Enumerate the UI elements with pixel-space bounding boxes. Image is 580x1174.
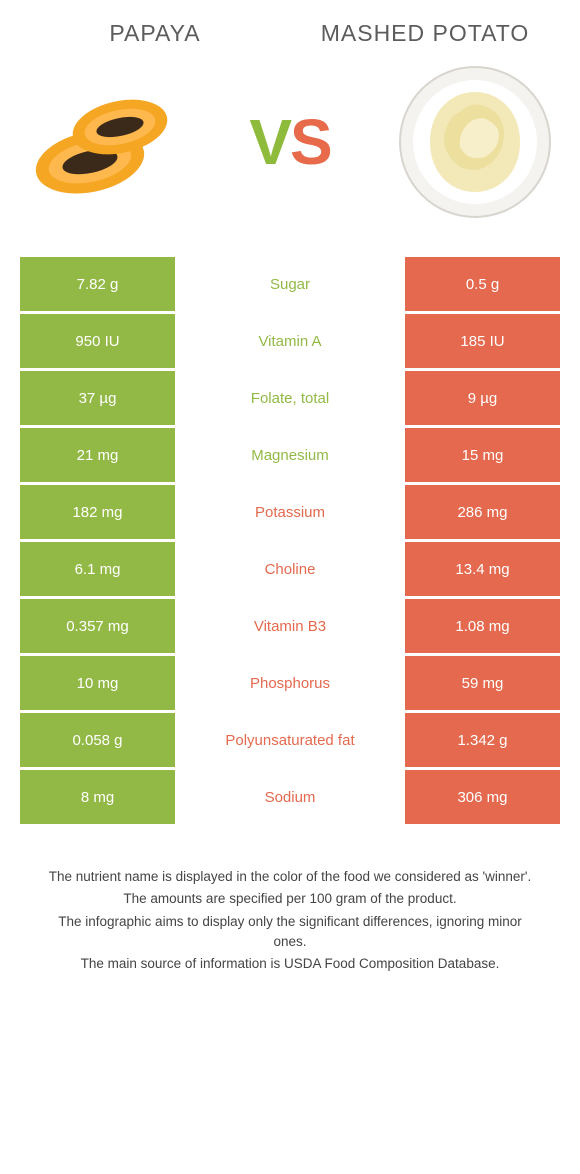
nutrient-name-cell: Vitamin B3 [175,599,405,656]
nutrient-name-cell: Phosphorus [175,656,405,713]
nutrient-row: 21 mgMagnesium15 mg [20,428,560,485]
nutrient-name-cell: Choline [175,542,405,599]
nutrient-name-cell: Sugar [175,257,405,314]
right-value-cell: 286 mg [405,485,560,542]
footnote-line: The infographic aims to display only the… [40,912,540,953]
images-row: VS [20,57,560,227]
mashed-potato-icon [390,57,560,227]
vs-label: VS [249,105,330,179]
left-value-cell: 10 mg [20,656,175,713]
footnotes: The nutrient name is displayed in the co… [20,867,560,974]
right-food-title: Mashed potato [290,20,560,47]
nutrient-row: 0.058 gPolyunsaturated fat1.342 g [20,713,560,770]
nutrient-name-cell: Magnesium [175,428,405,485]
right-value-cell: 13.4 mg [405,542,560,599]
right-value-cell: 185 IU [405,314,560,371]
footnote-line: The main source of information is USDA F… [40,954,540,974]
nutrient-row: 182 mgPotassium286 mg [20,485,560,542]
left-value-cell: 0.058 g [20,713,175,770]
right-value-cell: 0.5 g [405,257,560,314]
nutrient-name-cell: Potassium [175,485,405,542]
nutrient-row: 950 IUVitamin A185 IU [20,314,560,371]
nutrient-row: 7.82 gSugar0.5 g [20,257,560,314]
left-food-title: Papaya [20,20,290,47]
nutrient-name-cell: Polyunsaturated fat [175,713,405,770]
left-value-cell: 950 IU [20,314,175,371]
papaya-icon [20,57,190,227]
nutrient-row: 0.357 mgVitamin B31.08 mg [20,599,560,656]
right-value-cell: 59 mg [405,656,560,713]
left-value-cell: 8 mg [20,770,175,827]
right-value-cell: 1.342 g [405,713,560,770]
nutrient-name-cell: Sodium [175,770,405,827]
vs-s: S [290,106,331,178]
header-row: Papaya Mashed potato [20,20,560,47]
left-value-cell: 7.82 g [20,257,175,314]
nutrient-row: 37 µgFolate, total9 µg [20,371,560,428]
left-value-cell: 0.357 mg [20,599,175,656]
right-value-cell: 15 mg [405,428,560,485]
left-value-cell: 6.1 mg [20,542,175,599]
right-food-image [390,57,560,227]
right-value-cell: 1.08 mg [405,599,560,656]
nutrient-table: 7.82 gSugar0.5 g950 IUVitamin A185 IU37 … [20,257,560,827]
vs-v: V [249,106,290,178]
footnote-line: The amounts are specified per 100 gram o… [40,889,540,909]
left-food-image [20,57,190,227]
left-value-cell: 21 mg [20,428,175,485]
nutrient-name-cell: Vitamin A [175,314,405,371]
footnote-line: The nutrient name is displayed in the co… [40,867,540,887]
left-value-cell: 182 mg [20,485,175,542]
nutrient-row: 10 mgPhosphorus59 mg [20,656,560,713]
right-value-cell: 306 mg [405,770,560,827]
right-value-cell: 9 µg [405,371,560,428]
left-value-cell: 37 µg [20,371,175,428]
nutrient-row: 6.1 mgCholine13.4 mg [20,542,560,599]
nutrient-name-cell: Folate, total [175,371,405,428]
infographic-container: Papaya Mashed potato VS [0,0,580,996]
nutrient-row: 8 mgSodium306 mg [20,770,560,827]
